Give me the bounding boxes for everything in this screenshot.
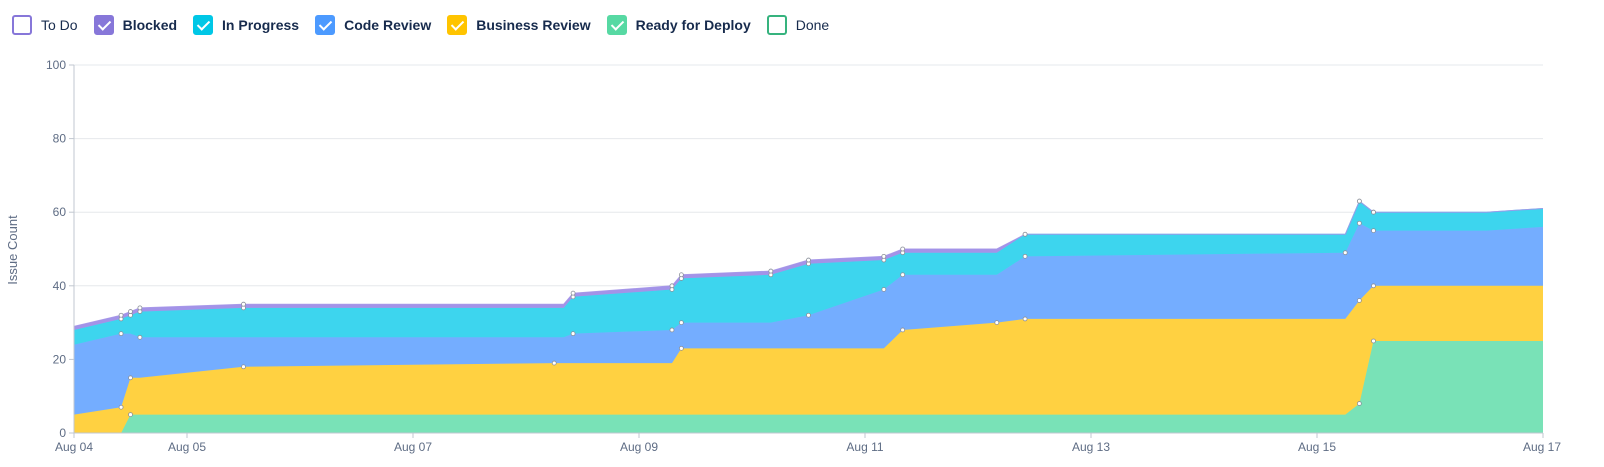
legend-label: To Do	[41, 17, 78, 33]
data-point[interactable]	[1022, 253, 1028, 259]
area-code-review	[74, 223, 1543, 415]
y-tick-label: 60	[53, 205, 67, 219]
legend-label: Ready for Deploy	[635, 17, 751, 33]
x-tick-label: Aug 13	[1072, 440, 1110, 454]
y-tick-label: 20	[53, 352, 67, 366]
legend-item-code-review[interactable]: Code Review	[315, 15, 431, 35]
data-point[interactable]	[128, 309, 133, 314]
data-point[interactable]	[241, 301, 246, 307]
data-point[interactable]	[1342, 250, 1348, 256]
data-point[interactable]	[900, 272, 906, 278]
legend-label: Business Review	[476, 17, 591, 33]
legend-label: Done	[795, 17, 830, 33]
data-point[interactable]	[1022, 231, 1028, 237]
area-business-review	[74, 285, 1543, 433]
data-point[interactable]	[1022, 316, 1028, 322]
legend-label: Blocked	[122, 17, 178, 33]
data-point[interactable]	[1371, 338, 1376, 344]
data-point[interactable]	[1356, 198, 1362, 204]
data-point[interactable]	[570, 331, 576, 337]
checkbox-empty-icon[interactable]	[766, 15, 787, 35]
x-tick-label: Aug 07	[394, 440, 432, 454]
legend-item-business-review[interactable]: Business Review	[447, 15, 591, 35]
data-point[interactable]	[806, 257, 811, 263]
data-point[interactable]	[1356, 298, 1362, 303]
data-point[interactable]	[881, 287, 887, 292]
data-point[interactable]	[768, 268, 774, 274]
data-point[interactable]	[678, 345, 684, 351]
legend-label: In Progress	[222, 17, 300, 33]
data-point[interactable]	[669, 327, 675, 333]
data-point[interactable]	[900, 246, 906, 252]
y-tick-label: 0	[59, 426, 66, 440]
data-point[interactable]	[881, 253, 887, 259]
data-point[interactable]	[137, 305, 143, 311]
data-point[interactable]	[551, 360, 557, 366]
checkbox-checked-icon[interactable]	[315, 15, 336, 35]
area-in-progress	[74, 201, 1543, 345]
data-point[interactable]	[128, 412, 133, 418]
data-point[interactable]	[118, 312, 124, 318]
legend-item-to-do[interactable]: To Do	[12, 15, 78, 35]
checkbox-checked-icon[interactable]	[606, 15, 627, 35]
data-point[interactable]	[118, 404, 124, 410]
checkbox-checked-icon[interactable]	[447, 15, 468, 35]
data-point[interactable]	[128, 375, 133, 381]
data-point[interactable]	[570, 290, 576, 296]
x-tick-label: Aug 17	[1523, 440, 1561, 454]
data-point[interactable]	[1356, 401, 1362, 406]
data-point[interactable]	[994, 320, 1000, 326]
data-point[interactable]	[1356, 220, 1362, 226]
legend-item-in-progress[interactable]: In Progress	[193, 15, 299, 35]
legend-item-blocked[interactable]: Blocked	[93, 15, 178, 35]
y-tick-label: 100	[46, 58, 66, 72]
data-point[interactable]	[137, 334, 143, 340]
data-point[interactable]	[1371, 283, 1376, 289]
chart-legend: To Do Blocked In Progress Code Review Busine…	[12, 13, 845, 37]
legend-label: Code Review	[344, 17, 432, 33]
checkbox-checked-icon[interactable]	[93, 15, 114, 35]
data-point-markers	[118, 198, 1376, 418]
data-point[interactable]	[1371, 228, 1376, 234]
stacked-areas	[73, 200, 1544, 434]
y-tick-label: 80	[53, 132, 67, 146]
data-point[interactable]	[678, 272, 684, 278]
legend-item-done[interactable]: Done	[766, 15, 830, 35]
data-point[interactable]	[669, 283, 675, 289]
data-point[interactable]	[1371, 209, 1376, 215]
data-point[interactable]	[900, 327, 906, 333]
data-point[interactable]	[806, 312, 811, 318]
x-tick-label: Aug 15	[1298, 440, 1336, 454]
data-point[interactable]	[678, 320, 684, 326]
x-tick-label: Aug 04	[55, 440, 93, 454]
y-axis-title: Issue Count	[5, 215, 20, 285]
legend-item-ready-for-deploy[interactable]: Ready for Deploy	[606, 15, 751, 35]
checkbox-checked-icon[interactable]	[193, 15, 214, 35]
data-point[interactable]	[118, 331, 124, 337]
checkbox-empty-icon[interactable]	[12, 15, 32, 35]
y-tick-label: 40	[53, 279, 67, 293]
x-tick-label: Aug 11	[846, 440, 883, 454]
x-tick-label: Aug 09	[620, 440, 658, 454]
axes: 0 20 40 60 80 100 Aug 04 Aug 05 Aug 07 Aug 09 Aug …	[46, 58, 1561, 454]
data-point[interactable]	[241, 364, 246, 370]
x-tick-label: Aug 05	[168, 440, 206, 454]
